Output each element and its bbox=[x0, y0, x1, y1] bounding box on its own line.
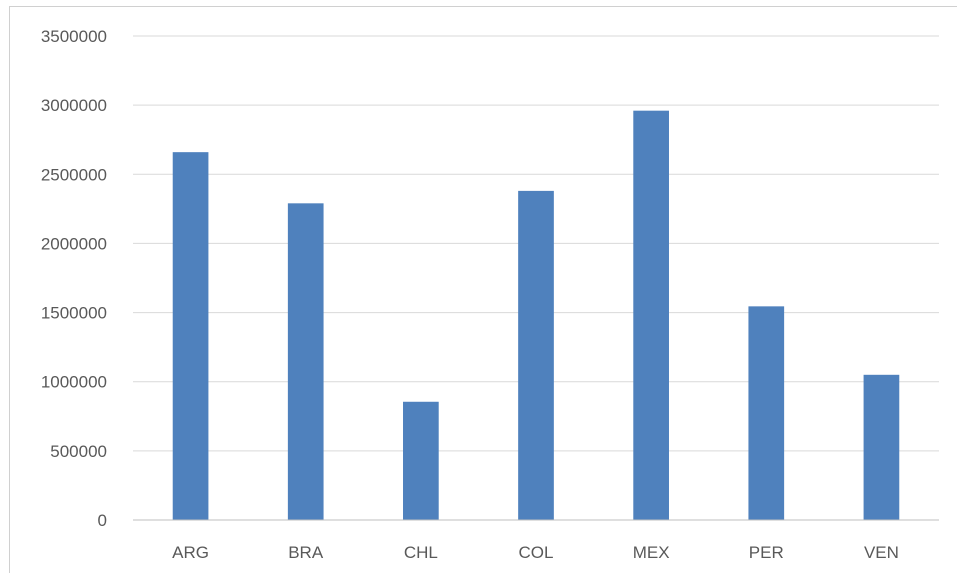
bar-col bbox=[518, 190, 554, 520]
y-tick-label: 3000000 bbox=[41, 96, 107, 115]
y-tick-label: 0 bbox=[98, 511, 107, 530]
x-axis-ticks: ARG BRA CHL COL MEX PER VEN bbox=[172, 543, 899, 562]
bar-mex bbox=[633, 110, 669, 520]
y-tick-label: 2000000 bbox=[41, 234, 107, 253]
x-tick-label: PER bbox=[749, 543, 784, 562]
x-tick-label: VEN bbox=[864, 543, 899, 562]
y-axis-ticks: 0 500000 1000000 1500000 2000000 2500000 30000… bbox=[41, 27, 107, 530]
y-tick-label: 1500000 bbox=[41, 304, 107, 323]
bars bbox=[172, 110, 900, 520]
bar-bra bbox=[287, 203, 324, 520]
y-tick-label: 2500000 bbox=[41, 165, 107, 184]
bar-arg bbox=[172, 152, 209, 520]
y-tick-label: 1000000 bbox=[41, 373, 107, 392]
y-tick-label: 3500000 bbox=[41, 27, 107, 46]
x-tick-label: CHL bbox=[404, 543, 438, 562]
x-tick-label: ARG bbox=[172, 543, 209, 562]
y-tick-label: 500000 bbox=[50, 442, 107, 461]
x-tick-label: MEX bbox=[633, 543, 670, 562]
bar-ven bbox=[863, 374, 900, 520]
x-tick-label: COL bbox=[519, 543, 554, 562]
chart-frame bbox=[9, 6, 957, 573]
bar-per bbox=[748, 306, 785, 520]
bar-chl bbox=[403, 401, 439, 520]
x-tick-label: BRA bbox=[288, 543, 324, 562]
